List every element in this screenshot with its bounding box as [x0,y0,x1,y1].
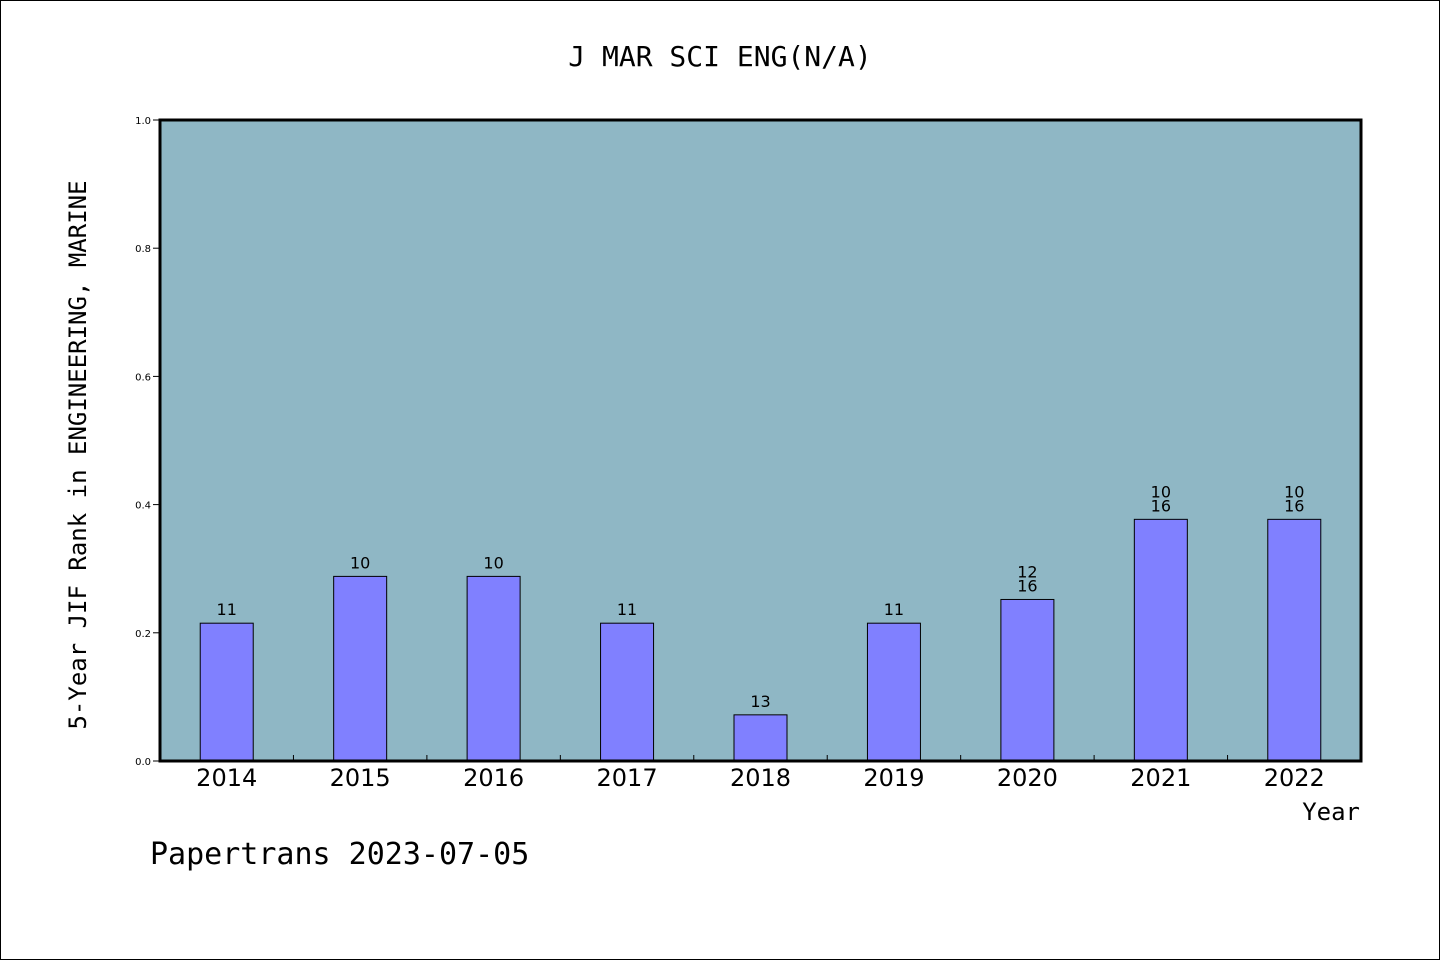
data-label: 10 [1151,482,1171,501]
x-tick-label: 2018 [730,764,791,792]
bar [733,714,788,762]
x-tick-label: 2015 [330,764,391,792]
chart-title: J MAR SCI ENG(N/A) [568,40,871,73]
x-tick-label: 2019 [863,764,924,792]
data-label: 11 [217,600,237,619]
y-tick-label: 0.8 [135,244,151,255]
y-axis-label: 5-Year JIF Rank in ENGINEERING, MARINE [64,180,92,729]
data-label: 16 [1284,496,1304,515]
x-tick-label: 2016 [463,764,524,792]
y-tick-label: 1.0 [135,116,151,127]
data-label: 16 [1151,496,1171,515]
bar [1267,518,1322,762]
x-axis-label: Year [1302,798,1360,826]
x-tick-label: 2020 [997,764,1058,792]
data-label: 11 [884,600,904,619]
footer-text: Papertrans 2023-07-05 [150,837,529,872]
y-tick-label: 0.0 [135,757,151,768]
data-label: 12 [1017,562,1037,581]
data-label: 13 [750,692,770,711]
data-label: 10 [1284,482,1304,501]
x-tick-label: 2022 [1264,764,1325,792]
y-tick-label: 0.2 [135,629,151,640]
data-label: 11 [617,600,637,619]
y-tick-label: 0.6 [135,372,151,383]
x-tick-label: 2017 [597,764,658,792]
plot-frame [158,118,1363,763]
y-tick-label: 0.4 [135,501,151,512]
bar [866,622,921,762]
plot-area: 0.0 0.2 0.4 0.6 0.8 1.0 2014 11 2015 10 2016 10 2017… [135,116,1363,792]
bar [199,622,254,762]
bar [1133,518,1188,762]
x-tick-label: 2014 [196,764,257,792]
x-tick-label: 2021 [1130,764,1191,792]
data-label: 10 [350,553,370,572]
bar [466,575,521,762]
bar [600,622,655,762]
bar [333,575,388,762]
bar [1000,598,1055,762]
data-label: 10 [483,553,503,572]
data-label: 16 [1017,576,1037,595]
